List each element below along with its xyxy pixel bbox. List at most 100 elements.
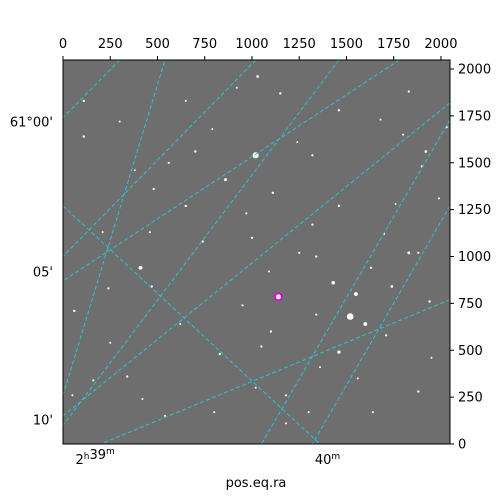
grid-line xyxy=(63,60,340,426)
star xyxy=(241,304,244,307)
star xyxy=(284,394,288,397)
x-tick-label: 1250 xyxy=(283,37,316,52)
right-y-axis: 0 250 500 750 1000 1250 1500 1750 2000 xyxy=(450,63,491,453)
star xyxy=(118,120,121,123)
x-tick-label: 750 xyxy=(192,37,217,52)
star xyxy=(337,109,341,112)
star xyxy=(211,128,214,130)
star xyxy=(417,390,420,393)
star xyxy=(218,352,222,356)
star xyxy=(167,161,170,164)
star xyxy=(353,292,358,296)
star xyxy=(71,394,74,397)
star xyxy=(438,197,440,200)
star xyxy=(296,141,299,144)
dec-tick-label: 05' xyxy=(33,266,53,281)
grid-line xyxy=(63,102,450,417)
star xyxy=(213,411,216,414)
star xyxy=(402,133,405,136)
star xyxy=(250,236,254,239)
star xyxy=(417,251,420,254)
star xyxy=(235,86,238,89)
x-tick-label: 1000 xyxy=(235,37,268,52)
star xyxy=(109,341,112,344)
ra-tick-label: 2h39m xyxy=(75,447,114,468)
star xyxy=(407,251,411,255)
star xyxy=(152,187,155,191)
star xyxy=(285,422,287,425)
y-tick-label: 1750 xyxy=(458,109,491,124)
y-tick-label: 1000 xyxy=(458,250,491,265)
x-axis-title: pos.eq.ra xyxy=(226,476,287,491)
star xyxy=(337,350,341,354)
star xyxy=(331,281,335,285)
star xyxy=(101,231,104,234)
star xyxy=(356,377,359,380)
coordinate-grid xyxy=(63,60,450,444)
left-dec-axis: 61°00' 05' 10' xyxy=(10,116,53,429)
star xyxy=(179,323,182,325)
star xyxy=(279,92,282,95)
star xyxy=(337,204,340,207)
dec-tick-label: 10' xyxy=(33,414,53,429)
star xyxy=(133,169,136,172)
star xyxy=(224,178,227,182)
y-tick-label: 1500 xyxy=(458,156,491,171)
top-x-axis: 0 250 500 750 1000 1250 1500 1750 2000 xyxy=(59,37,457,60)
target-marker xyxy=(274,292,283,302)
grid-line xyxy=(312,205,450,444)
star xyxy=(269,330,272,333)
star xyxy=(363,322,368,326)
star xyxy=(379,118,382,121)
star xyxy=(385,334,388,337)
star xyxy=(298,251,301,254)
star xyxy=(254,386,257,389)
star xyxy=(428,300,431,303)
star xyxy=(371,411,374,414)
star xyxy=(394,203,397,205)
star xyxy=(164,414,166,417)
star xyxy=(82,135,86,138)
star xyxy=(82,99,86,103)
star xyxy=(126,375,129,378)
y-tick-label: 750 xyxy=(458,297,483,312)
grid-line xyxy=(63,60,400,282)
star xyxy=(390,285,394,288)
star xyxy=(260,345,263,348)
star xyxy=(407,90,410,93)
star xyxy=(245,212,248,215)
y-tick-label: 2000 xyxy=(458,63,491,78)
y-tick-label: 0 xyxy=(458,438,466,453)
star xyxy=(268,270,270,273)
star xyxy=(369,266,373,269)
star xyxy=(92,379,95,382)
star xyxy=(73,309,76,313)
star xyxy=(256,75,259,78)
dec-tick-label: 61°00' xyxy=(10,116,53,131)
star xyxy=(346,313,354,320)
y-tick-label: 250 xyxy=(458,391,483,406)
star xyxy=(184,204,188,208)
star xyxy=(141,398,144,400)
star xyxy=(184,99,187,102)
star xyxy=(107,287,110,290)
star xyxy=(271,191,275,195)
star xyxy=(307,411,310,414)
y-tick-label: 500 xyxy=(458,344,483,359)
x-tick-label: 1500 xyxy=(330,37,363,52)
star xyxy=(148,231,151,234)
star xyxy=(311,154,314,157)
star xyxy=(424,150,428,153)
star xyxy=(194,150,197,153)
grid-line xyxy=(63,60,121,119)
star xyxy=(201,240,204,243)
stars-layer xyxy=(71,75,448,425)
star xyxy=(319,366,321,369)
sky-image-background xyxy=(63,60,450,444)
x-tick-label: 1750 xyxy=(377,37,410,52)
x-tick-label: 500 xyxy=(145,37,170,52)
x-tick-label: 2000 xyxy=(424,37,457,52)
star xyxy=(311,223,314,226)
grid-line xyxy=(100,299,450,444)
